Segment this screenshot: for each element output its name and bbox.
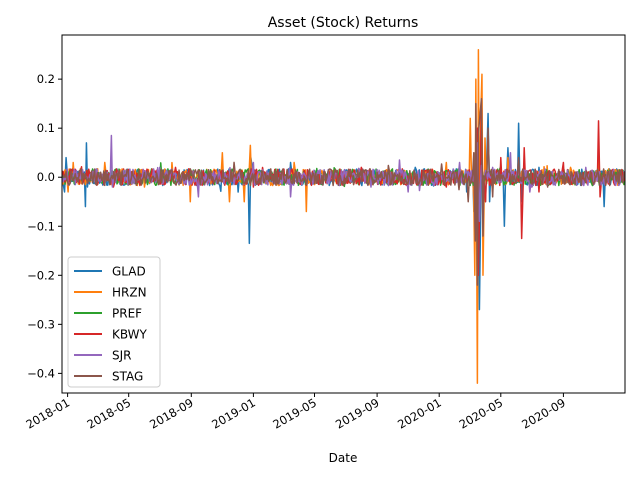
chart-title: Asset (Stock) Returns — [268, 15, 419, 31]
legend-label-pref: PREF — [112, 307, 142, 321]
y-tick-label: −0.3 — [27, 317, 55, 331]
legend: GLAD HRZN PREF KBWY SJR STAG — [67, 256, 161, 388]
y-tick-label: 0.1 — [37, 121, 55, 135]
y-axis: 0.2 0.1 0.0 −0.1 −0.2 −0.3 −0.4 — [27, 72, 62, 380]
y-tick-label: −0.4 — [27, 366, 55, 380]
x-axis-label: Date — [329, 451, 358, 465]
x-tick-label: 2018-09 — [147, 395, 196, 431]
series-line-sjr — [62, 134, 625, 237]
x-tick-label: 2020-01 — [395, 395, 444, 431]
y-tick-label: 0.0 — [37, 170, 55, 184]
y-tick-label: −0.2 — [27, 268, 55, 282]
legend-label-sjr: SJR — [112, 349, 132, 363]
y-tick-label: 0.2 — [37, 72, 55, 86]
x-tick-label: 2019-05 — [270, 395, 319, 431]
y-tick-label: −0.1 — [27, 219, 55, 233]
legend-label-kbwy: KBWY — [112, 328, 148, 342]
series-line-stag — [62, 98, 625, 286]
x-tick-label: 2019-09 — [333, 395, 382, 431]
series-layer — [62, 48, 625, 384]
series-line-kbwy — [62, 107, 625, 277]
x-tick-label: 2018-01 — [23, 395, 72, 431]
plot-frame — [61, 34, 626, 394]
x-tick-label: 2018-05 — [85, 395, 134, 431]
x-axis: 2018-01 2018-05 2018-09 2019-01 2019-05 2019-… — [23, 393, 568, 432]
x-tick-label: 2020-09 — [519, 395, 568, 431]
x-tick-label: 2020-05 — [457, 395, 506, 431]
legend-label-glad: GLAD — [112, 265, 146, 279]
x-tick-label: 2019-01 — [209, 395, 258, 431]
legend-label-hrzn: HRZN — [112, 286, 147, 300]
legend-label-stag: STAG — [112, 370, 143, 384]
